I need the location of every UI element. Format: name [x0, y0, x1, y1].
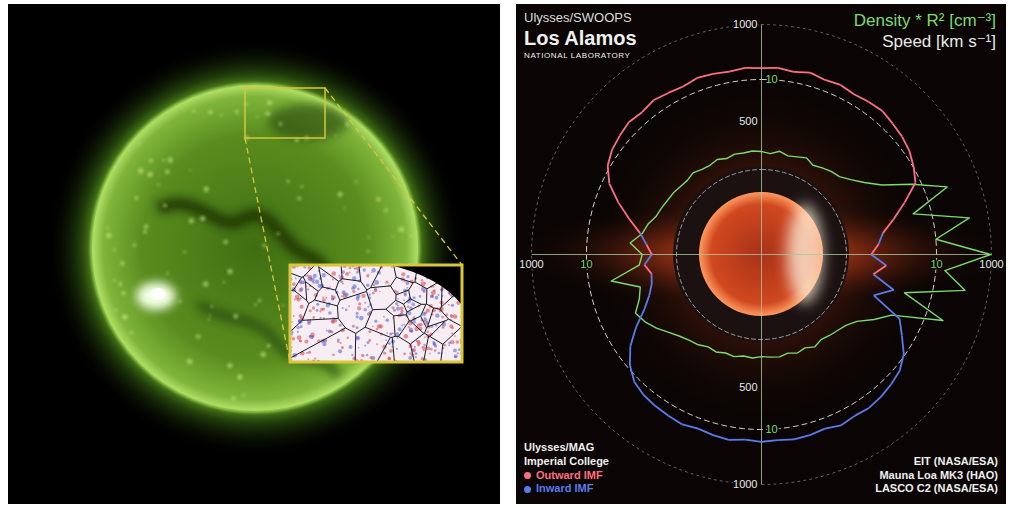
- html-text:Mauna Loa MK3 (HAO): Mauna Loa MK3 (HAO): [879, 468, 998, 481]
- html-text:Density * R² [cm⁻³]: Density * R² [cm⁻³]: [853, 11, 996, 30]
- html-text:Outward IMF: Outward IMF: [536, 468, 603, 481]
- svg-text:1000: 1000: [519, 258, 543, 270]
- svg-text:10: 10: [766, 423, 778, 435]
- html-text:LASCO C2 (NASA/ESA): LASCO C2 (NASA/ESA): [875, 482, 998, 495]
- html-text:Ulysses/MAG: Ulysses/MAG: [524, 441, 595, 453]
- html-text:Inward IMF: Inward IMF: [536, 482, 594, 495]
- svg-text:500: 500: [739, 115, 757, 127]
- html-text:Speed [km s⁻¹]: Speed [km s⁻¹]: [882, 32, 996, 52]
- html-text:Los Alamos: Los Alamos: [524, 27, 637, 50]
- svg-text:10: 10: [580, 258, 592, 270]
- svg-text:500: 500: [739, 381, 757, 393]
- svg-text:1000: 1000: [733, 478, 757, 490]
- svg-text:10: 10: [766, 73, 778, 85]
- html-text:NATIONAL LABORATORY: NATIONAL LABORATORY: [524, 51, 631, 61]
- svg-text:10: 10: [930, 258, 942, 270]
- svg-text:1000: 1000: [979, 258, 1003, 270]
- html-text:Ulysses/SWOOPS: Ulysses/SWOOPS: [524, 10, 632, 25]
- html-text:Imperial College: Imperial College: [524, 454, 609, 467]
- html-text:EIT (NASA/ESA): EIT (NASA/ESA): [913, 454, 998, 467]
- svg-text:1000: 1000: [733, 18, 757, 30]
